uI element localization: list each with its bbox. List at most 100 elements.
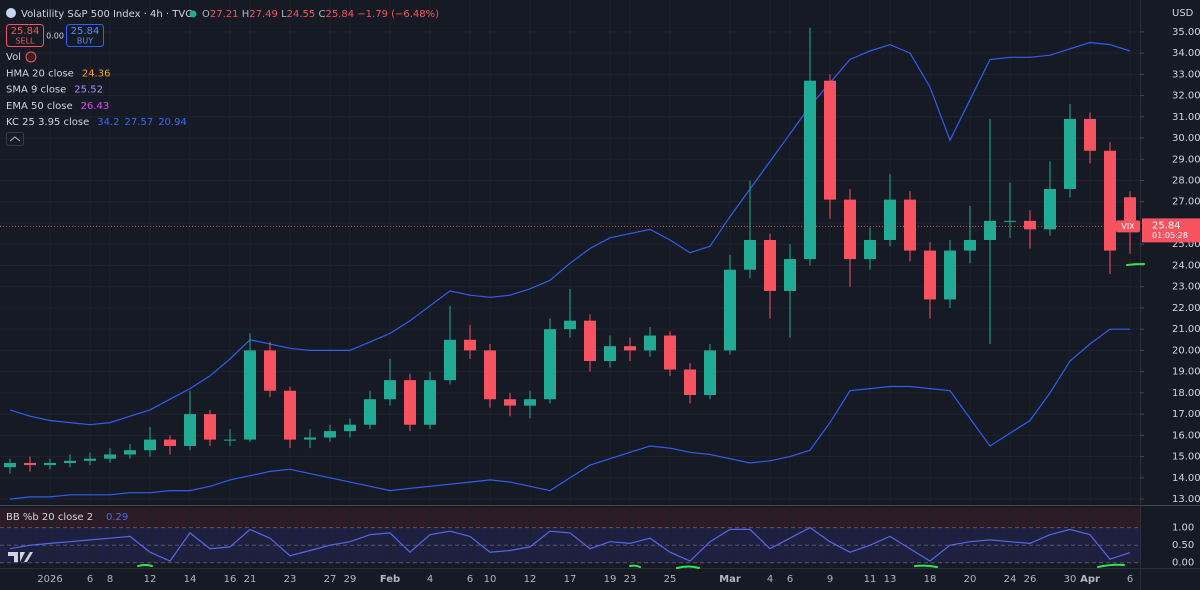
y-tick-label: 17.00	[1172, 409, 1200, 420]
y-tick-label: 18.00	[1172, 388, 1200, 399]
legend-name: KC 25 3.95 close	[6, 117, 89, 128]
candle-body	[924, 250, 936, 300]
candle-body	[944, 250, 956, 300]
x-tick-label: 14	[184, 574, 197, 585]
x-tick-label: Apr	[1080, 574, 1100, 585]
legend-name: SMA 9 close	[6, 85, 66, 96]
buy-price[interactable]: 25.84	[71, 26, 100, 37]
candle-body	[604, 346, 616, 362]
x-tick-label: 23	[624, 574, 637, 585]
sell-label[interactable]: SELL	[15, 37, 35, 46]
candle-body	[984, 220, 996, 240]
quote-label: O	[202, 9, 210, 20]
candle-body	[184, 414, 196, 446]
candle-body	[684, 369, 696, 395]
candle-body	[664, 335, 676, 370]
candle-body	[1044, 189, 1056, 230]
legend-name: HMA 20 close	[6, 68, 74, 79]
candle-body	[764, 239, 776, 291]
candle-body	[564, 320, 576, 330]
highlight	[137, 564, 153, 567]
collapse-button[interactable]	[6, 132, 24, 146]
candle-body	[784, 259, 796, 291]
x-tick-label: 17	[564, 574, 577, 585]
candle-body	[964, 239, 976, 251]
collapse-icon[interactable]	[9, 136, 21, 142]
currency: USD	[1172, 8, 1194, 19]
spread: 0.00	[46, 32, 64, 41]
x-tick-label: 9	[827, 574, 833, 585]
candle-body	[324, 431, 336, 438]
x-tick-label: Feb	[380, 574, 400, 585]
candle-body	[304, 437, 316, 440]
legend: Vol HMA 20 close 24.36 SMA 9 close 25.52EMA …	[6, 51, 187, 128]
candle-body	[1004, 220, 1016, 222]
candle-body	[264, 350, 276, 391]
candle-body	[404, 380, 416, 425]
candle-body	[244, 350, 256, 440]
candle-body	[344, 424, 356, 432]
x-tick-label: 25	[664, 574, 677, 585]
symbol-title: Volatility S&P 500 Index · 4h · TVC	[21, 9, 192, 20]
x-tick-label: 6	[467, 574, 473, 585]
quote-value: 27.21	[210, 9, 239, 20]
candle-body	[364, 399, 376, 425]
candle-body	[724, 269, 736, 351]
logo-mark	[8, 552, 33, 562]
candle-body	[804, 80, 816, 260]
y-tick-label: 0.50	[1172, 540, 1194, 551]
y-tick-label: 32.00	[1172, 91, 1200, 102]
x-tick-label: 2026	[37, 574, 62, 585]
y-tick-label: 1.00	[1172, 523, 1194, 534]
candle-body	[1024, 220, 1036, 230]
sell-button[interactable]: 25.84 SELL	[6, 24, 44, 47]
buy-button[interactable]: 25.84 BUY	[66, 24, 104, 47]
candle-body	[124, 450, 136, 455]
y-tick-label: 22.00	[1172, 303, 1200, 314]
highlight	[1126, 263, 1145, 266]
x-tick-label: 27	[324, 574, 337, 585]
candle-body	[824, 80, 836, 200]
x-tick-label: 4	[767, 574, 773, 585]
x-tick-label: 26	[1024, 574, 1037, 585]
candle-body	[284, 390, 296, 440]
candle-body	[844, 199, 856, 260]
x-tick-label: 12	[524, 574, 537, 585]
sell-price[interactable]: 25.84	[11, 26, 40, 37]
buy-label[interactable]: BUY	[77, 37, 93, 46]
price-tag-value: 25.84	[1152, 220, 1181, 231]
quote-change: −1.79 (−6.48%)	[357, 9, 439, 20]
candle-body	[864, 239, 876, 260]
candle-body	[624, 346, 636, 351]
candle-body	[544, 329, 556, 400]
y-tick-label: 16.00	[1172, 430, 1200, 441]
x-tick-label: 6	[1127, 574, 1133, 585]
candle-body	[744, 239, 756, 270]
x-tick-label: 12	[144, 574, 157, 585]
y-tick-label: 31.00	[1172, 112, 1200, 123]
highlight	[676, 565, 700, 569]
quote-label: C	[318, 9, 325, 20]
legend-value: 24.36	[82, 68, 111, 79]
candle-body	[204, 414, 216, 440]
y-tick-label: 29.00	[1172, 154, 1200, 165]
buy-box[interactable]	[66, 24, 104, 47]
sell-box[interactable]	[6, 24, 44, 47]
candle-body	[524, 399, 536, 406]
candle-body	[4, 462, 16, 468]
highlight	[1097, 563, 1125, 568]
x-tick-label: 20	[964, 574, 977, 585]
quote-value: 25.84	[325, 9, 354, 20]
legend-value: 26.43	[81, 101, 110, 112]
legend-value: 34.2	[97, 117, 119, 128]
candle-body	[24, 462, 36, 466]
candle-body	[424, 380, 436, 425]
quote: O27.21 H27.49 L24.55 C25.84 −1.79 (−6.48…	[202, 9, 439, 20]
quote-value: 27.49	[249, 9, 278, 20]
drawings	[137, 263, 1145, 569]
legend-name: Vol	[6, 52, 21, 63]
y-tick-label: 19.00	[1172, 367, 1200, 378]
candle-body	[44, 462, 56, 466]
